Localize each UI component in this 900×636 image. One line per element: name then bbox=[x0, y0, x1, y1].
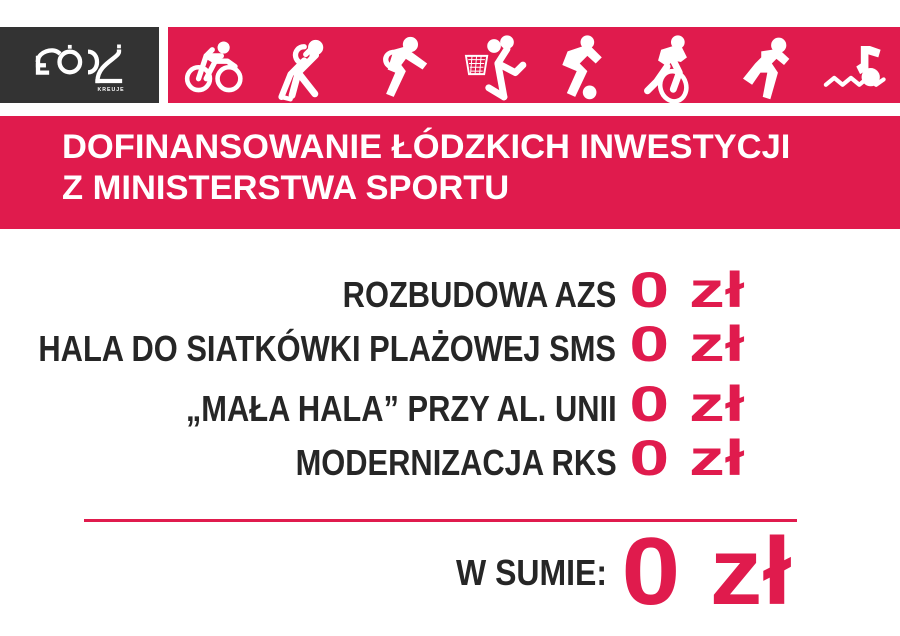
svg-text:KREUJE: KREUJE bbox=[98, 87, 125, 93]
